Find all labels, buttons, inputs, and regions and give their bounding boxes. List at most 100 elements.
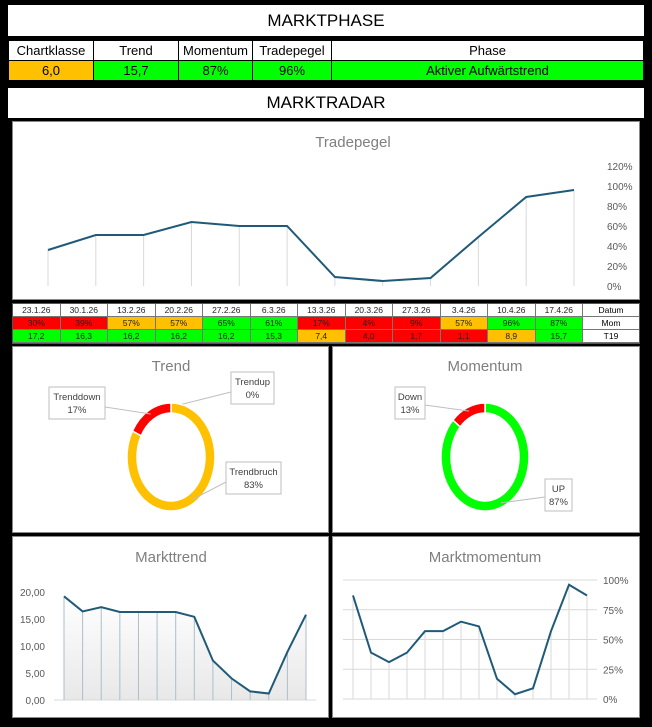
summary-table: Chartklasse Trend Momentum Tradepegel Phase … [8, 40, 644, 82]
chart-title: Marktmomentum [429, 549, 542, 566]
data-label-name: Down [398, 392, 422, 403]
data-cell: 15,7 [535, 330, 583, 343]
data-cell: 20.3.26 [345, 304, 393, 317]
y-tick-label: 100% [607, 182, 633, 193]
data-label-box [394, 386, 426, 420]
data-cell: 6.3.26 [250, 304, 298, 317]
data-cell: 1,7 [393, 330, 441, 343]
chart-title: Markttrend [135, 549, 207, 566]
y-tick-label: 60% [607, 222, 627, 233]
data-cell: 9% [393, 317, 441, 330]
data-cell: 13.3.26 [298, 304, 346, 317]
data-cell: 96% [488, 317, 536, 330]
summary-value: 96% [253, 61, 332, 81]
data-cell: 16,3 [60, 330, 108, 343]
data-label-name: Trendup [235, 377, 270, 388]
data-table-row: 30% 39% 57% 57% 65% 61% 17% 4% 9% 57% 96% 87% Mom [13, 317, 639, 330]
y-tick-label: 75% [603, 606, 623, 617]
row-label: Datum [583, 304, 639, 317]
leader-line [104, 406, 151, 415]
data-cell: 16,2 [155, 330, 203, 343]
trend-donut-chart: Trend Trendup 0% Trendbruch 83% Trenddown 17% [12, 346, 329, 533]
data-label-value: 0% [246, 390, 260, 401]
donut-slice [440, 402, 530, 512]
data-cell: 4,0 [345, 330, 393, 343]
tradepegel-chart: Tradepegel 0% 20% 40% 60% 80% 100% 120% [12, 121, 640, 300]
data-cell: 16,2 [108, 330, 156, 343]
y-tick-label: 0% [603, 695, 618, 706]
donut-slice [451, 402, 486, 429]
data-cell: 57% [108, 317, 156, 330]
summary-header: Chartklasse [9, 41, 94, 61]
data-label-box [225, 461, 282, 495]
data-cell: 30.1.26 [60, 304, 108, 317]
markttrend-chart: Markttrend 0,00 5,00 10,00 15,00 20,00 [12, 536, 329, 718]
leader-line [191, 481, 227, 501]
data-label-value: 17% [67, 405, 87, 416]
chart-title: Tradepegel [315, 134, 390, 151]
y-tick-label: 40% [607, 242, 627, 253]
y-tick-label: 0,00 [26, 696, 46, 707]
data-cell: 61% [250, 317, 298, 330]
momentum-donut-chart: Momentum UP 87% Down 13% [332, 346, 640, 533]
data-cell: 7,4 [298, 330, 346, 343]
y-tick-label: 100% [603, 576, 629, 587]
data-cell: 30% [13, 317, 61, 330]
section-title: MARKTRADAR [8, 88, 644, 118]
summary-value: 15,7 [94, 61, 179, 81]
data-label-value: 87% [549, 497, 569, 508]
data-cell: 1,1 [440, 330, 488, 343]
y-tick-label: 50% [603, 636, 623, 647]
summary-value: 87% [179, 61, 253, 81]
data-cell: 57% [155, 317, 203, 330]
data-label-name: UP [552, 484, 565, 495]
data-label-box [544, 478, 573, 512]
data-label-box [230, 371, 275, 405]
row-label: Mom [583, 317, 639, 330]
row-label: T19 [583, 330, 639, 343]
data-cell: 17% [298, 317, 346, 330]
y-tick-label: 20% [607, 262, 627, 273]
y-tick-label: 80% [607, 202, 627, 213]
summary-header: Momentum [179, 41, 253, 61]
y-tick-label: 10,00 [20, 642, 45, 653]
series-line [352, 583, 588, 696]
data-cell: 27.3.26 [393, 304, 441, 317]
data-label-name: Trendbruch [229, 467, 277, 478]
chart-title: Trend [152, 358, 191, 375]
y-tick-label: 120% [607, 162, 633, 173]
data-cell: 23.1.26 [13, 304, 61, 317]
data-cell: 27.2.26 [203, 304, 251, 317]
marktmomentum-chart: Marktmomentum 0% 25% 50% 75% 100% [332, 536, 640, 718]
data-cell: 13.2.26 [108, 304, 156, 317]
data-cell: 17.4.26 [535, 304, 583, 317]
data-cell: 4% [345, 317, 393, 330]
data-cell: 15,3 [250, 330, 298, 343]
data-table-row: 17,2 16,3 16,2 16,2 16,2 15,3 7,4 4,0 1,7 1,1 8,9 1… [13, 330, 639, 343]
data-label-value: 83% [244, 480, 264, 491]
y-tick-label: 25% [603, 665, 623, 676]
data-label-name: Trenddown [53, 392, 100, 403]
data-cell: 20.2.26 [155, 304, 203, 317]
data-cell: 10.4.26 [488, 304, 536, 317]
chart-title: Momentum [447, 358, 522, 375]
area-fill [64, 596, 306, 700]
summary-value: 6,0 [9, 61, 94, 81]
leader-line [424, 404, 470, 412]
data-cell: 65% [203, 317, 251, 330]
page-title: MARKTPHASE [8, 5, 644, 36]
summary-header: Phase [332, 41, 643, 61]
data-cell: 39% [60, 317, 108, 330]
y-tick-label: 0% [607, 282, 622, 293]
data-table: 23.1.26 30.1.26 13.2.26 20.2.26 27.2.26 6.3.2… [12, 303, 640, 344]
data-cell: 3.4.26 [440, 304, 488, 317]
data-label-box [48, 386, 106, 420]
summary-header: Tradepegel [253, 41, 332, 61]
y-tick-label: 5,00 [26, 669, 46, 680]
summary-value: Aktiver Aufwärtstrend [332, 61, 643, 81]
y-tick-label: 20,00 [20, 588, 45, 599]
donut-slice [131, 402, 172, 437]
data-cell: 17,2 [13, 330, 61, 343]
data-cell: 8,9 [488, 330, 536, 343]
series-line [63, 595, 307, 695]
